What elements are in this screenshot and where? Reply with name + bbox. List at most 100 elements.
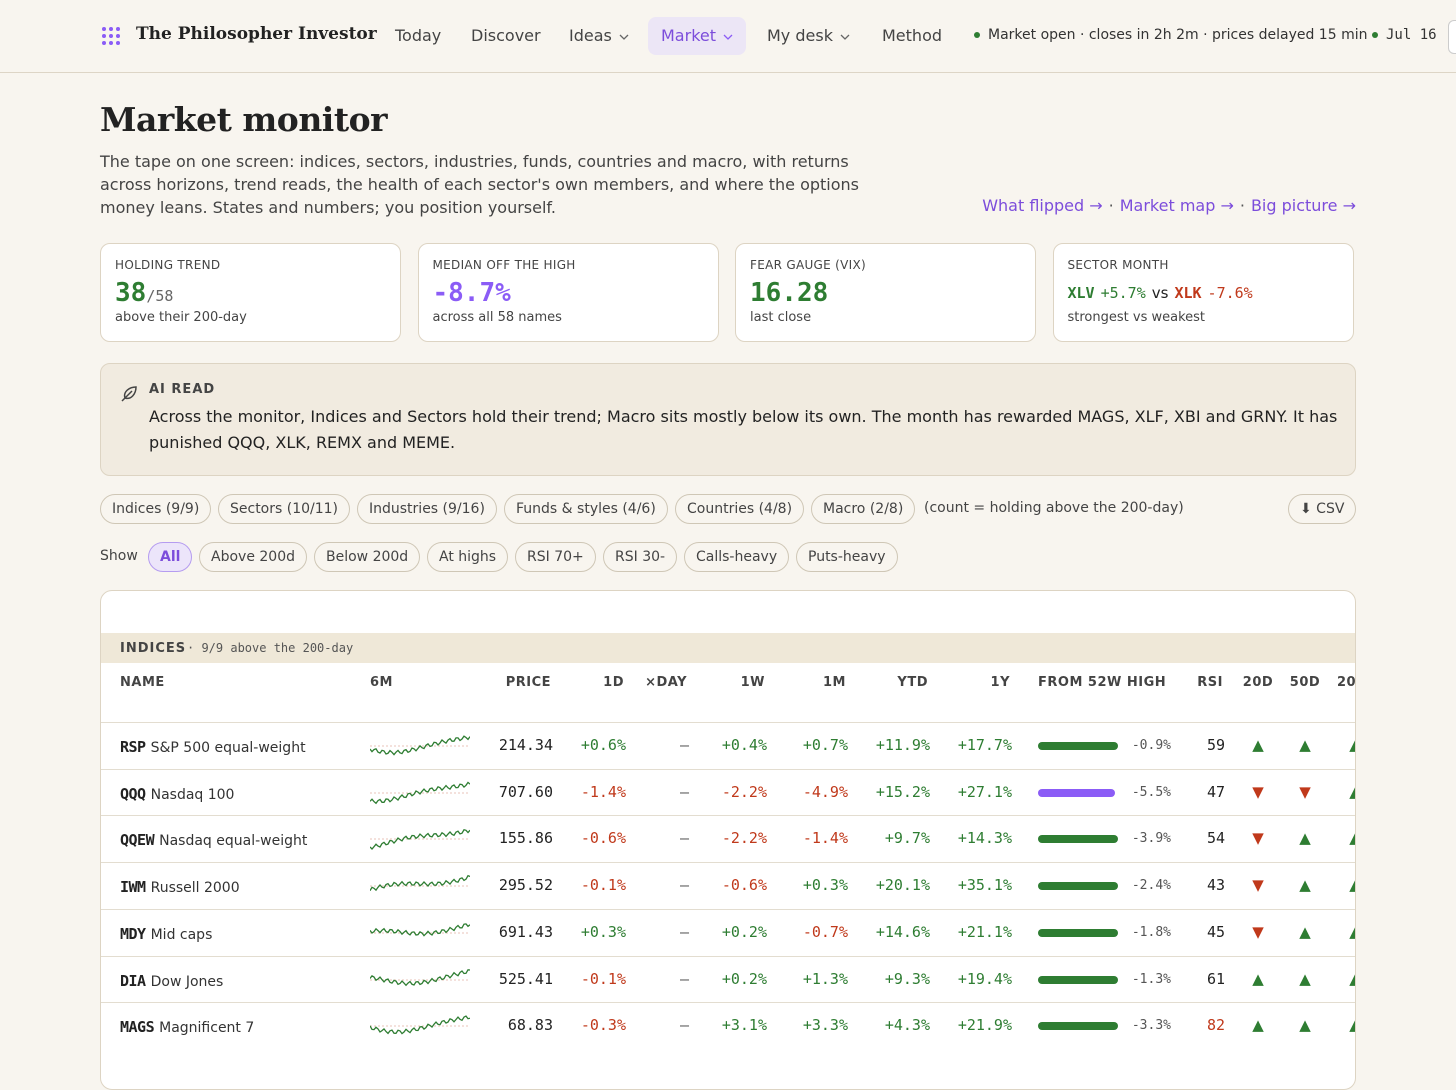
- return-cell: +20.1%: [875, 876, 930, 895]
- value-part: 16.28: [750, 278, 829, 308]
- column-header[interactable]: 1W: [740, 675, 765, 690]
- ticker: RSP: [120, 738, 146, 756]
- column-header[interactable]: RSI: [1197, 675, 1223, 690]
- name-cell: QQQ Nasdaq 100: [120, 784, 234, 803]
- chip[interactable]: Above 200d: [199, 542, 307, 572]
- quick-link[interactable]: Market map →: [1119, 196, 1234, 215]
- csv-button[interactable]: ⬇ CSV: [1288, 494, 1357, 524]
- column-header[interactable]: 200D: [1337, 675, 1356, 690]
- column-header[interactable]: 50D: [1289, 675, 1321, 690]
- stat-card: FEAR GAUGE (VIX) 16.28 last close: [735, 243, 1036, 342]
- chip[interactable]: RSI 70+: [515, 542, 596, 572]
- return-cell: +14.3%: [957, 829, 1012, 848]
- chip[interactable]: Puts-heavy: [796, 542, 898, 572]
- chip[interactable]: All: [148, 542, 193, 572]
- account-button[interactable]: [1448, 20, 1456, 54]
- return-cell: +9.7%: [884, 829, 930, 848]
- table-row[interactable]: DIA Dow Jones 525.41 -0.1% — +0.2% +1.3% +9.3% +…: [101, 955, 1355, 1004]
- nav-item[interactable]: Today: [382, 17, 454, 55]
- column-header[interactable]: ×DAY: [645, 675, 687, 690]
- stat-card: SECTOR MONTH XLV +5.7% vs XLK -7.6% strongest …: [1052, 243, 1354, 342]
- quick-link[interactable]: What flipped →: [982, 196, 1103, 215]
- chip[interactable]: Sectors (10/11): [218, 494, 351, 524]
- value-part: 38: [115, 278, 147, 308]
- chip[interactable]: At highs: [427, 542, 509, 572]
- column-header[interactable]: 1M: [823, 675, 846, 690]
- ticker: DIA: [120, 971, 146, 990]
- nav-item[interactable]: Market: [648, 17, 746, 55]
- chip[interactable]: Macro (2/8): [811, 494, 916, 524]
- table-row[interactable]: MDY Mid caps 691.43 +0.3% — +0.2% -0.7% +14.6% +…: [101, 908, 1355, 957]
- column-header[interactable]: 1D: [603, 675, 624, 690]
- quick-links: What flipped → · Market map → · Big picture …: [982, 196, 1356, 215]
- table-row[interactable]: MAGS Magnificent 7 68.83 -0.3% — +3.1% +3.3% +4…: [101, 1002, 1355, 1050]
- nav-item[interactable]: My desk: [754, 17, 863, 55]
- column-header[interactable]: FROM 52W HIGH: [1038, 675, 1167, 690]
- return-cell: +14.6%: [875, 922, 930, 941]
- off-high: -3.9%: [1131, 831, 1171, 847]
- value-part: XLV: [1067, 284, 1095, 302]
- quick-link[interactable]: Big picture →: [1250, 196, 1356, 215]
- sparkline: [370, 968, 470, 986]
- return-cell: —: [679, 922, 689, 941]
- brand[interactable]: The Philosopher Investor: [136, 24, 377, 44]
- return-cell: —: [679, 1016, 689, 1035]
- sparkline: [370, 829, 470, 851]
- sparkline: [370, 922, 470, 937]
- page-description: The tape on one screen: indices, sectors…: [100, 152, 860, 217]
- table-row[interactable]: QQEW Nasdaq equal-weight 155.86 -0.6% — -2.2%…: [101, 815, 1355, 863]
- return-cell: +0.6%: [580, 736, 626, 754]
- trend-arrow: ▲: [1299, 829, 1311, 848]
- table-row[interactable]: RSP S&P 500 equal-weight 214.34 +0.6% — +0.4%…: [101, 722, 1355, 770]
- nav-item[interactable]: Method: [869, 17, 955, 55]
- rsi: 47: [1206, 782, 1225, 801]
- return-cell: +0.3%: [580, 922, 626, 941]
- return-cell: +21.1%: [957, 922, 1012, 941]
- table-row[interactable]: QQQ Nasdaq 100 707.60 -1.4% — -2.2% -4.9% +15.2…: [101, 768, 1355, 817]
- monitor-table: INDICES · 9/9 above the 200-day NAME 6M PR…: [100, 590, 1356, 1090]
- chip[interactable]: Funds & styles (4/6): [504, 494, 668, 524]
- column-header[interactable]: 20D: [1242, 675, 1274, 690]
- sparkline: [370, 781, 470, 804]
- price: 155.86: [498, 829, 553, 848]
- nav-item[interactable]: Discover: [458, 17, 554, 55]
- stat-card: MEDIAN OFF THE HIGH -8.7% across all 58 na…: [417, 243, 719, 342]
- return-cell: +0.2%: [721, 969, 767, 988]
- off-high-bar: [1038, 835, 1118, 844]
- section-note: · 9/9 above the 200-day: [187, 641, 354, 655]
- chip[interactable]: RSI 30-: [603, 542, 678, 572]
- card-value: 38/58: [115, 278, 386, 308]
- column-header[interactable]: YTD: [897, 675, 928, 690]
- column-header[interactable]: NAME: [120, 675, 165, 690]
- chip[interactable]: Indices (9/9): [100, 494, 212, 524]
- return-cell: —: [679, 876, 689, 895]
- menu-icon[interactable]: [102, 27, 120, 45]
- chip[interactable]: Calls-heavy: [684, 542, 790, 572]
- trend-arrow: ▼: [1299, 782, 1311, 801]
- off-high: -1.3%: [1131, 971, 1171, 987]
- off-high-bar: [1038, 928, 1118, 937]
- chip[interactable]: Below 200d: [314, 542, 421, 572]
- sparkline: [370, 735, 470, 756]
- price: 214.34: [498, 736, 553, 754]
- nav-item[interactable]: Ideas: [556, 17, 642, 55]
- price: 691.43: [498, 922, 553, 941]
- column-header[interactable]: 1Y: [990, 675, 1010, 690]
- nav-label: Method: [882, 26, 943, 45]
- chip[interactable]: Countries (4/8): [675, 494, 805, 524]
- chevron: [840, 34, 850, 40]
- column-header[interactable]: 6M: [370, 675, 393, 690]
- card-label: HOLDING TREND: [115, 258, 221, 272]
- return-cell: -0.7%: [802, 922, 848, 941]
- table-row[interactable]: IWM Russell 2000 295.52 -0.1% — -0.6% +0.3% +20…: [101, 862, 1355, 910]
- off-high: -2.4%: [1131, 878, 1171, 894]
- trend-arrow: ▲: [1349, 829, 1355, 847]
- trend-arrow: ▼: [1252, 829, 1264, 848]
- column-header[interactable]: PRICE: [505, 675, 551, 690]
- trend-arrow: ▼: [1252, 782, 1264, 801]
- date: Jul 16: [1372, 27, 1437, 43]
- chip[interactable]: Industries (9/16): [357, 494, 497, 524]
- value-part: vs: [1151, 284, 1169, 302]
- section-title: INDICES: [120, 641, 187, 656]
